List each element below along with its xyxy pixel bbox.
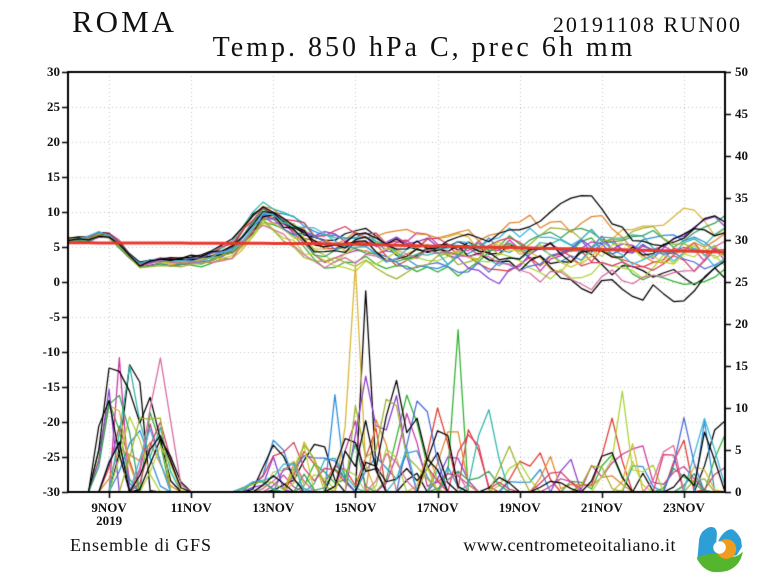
axis-tick-label: 15	[735, 358, 748, 373]
axis-tick-label: 5	[53, 239, 61, 254]
axis-tick-label: 21NOV	[580, 500, 623, 515]
centrometeoitaliano-logo-icon	[695, 525, 743, 573]
axis-tick-label: 25	[735, 274, 748, 289]
axis-tick-label: 13NOV	[252, 500, 295, 515]
axis-tick-label: 40	[735, 148, 748, 163]
axis-tick-label: 17NOV	[416, 500, 459, 515]
axis-tick-label: -15	[42, 379, 60, 394]
axis-tick-label: 35	[735, 190, 748, 205]
axis-tick-label: -20	[42, 414, 60, 429]
axis-tick-label: 2019	[96, 513, 123, 528]
axis-tick-label: 5	[735, 442, 742, 457]
axis-tick-label: -10	[42, 344, 60, 359]
axis-tick-label: 15NOV	[334, 500, 377, 515]
axis-tick-label: 20	[47, 134, 60, 149]
axis-tick-label: -5	[49, 309, 60, 324]
axis-tick-label: 10	[47, 204, 60, 219]
axis-tick-label: 15	[47, 169, 60, 184]
station-name: ROMA	[72, 4, 178, 39]
axis-tick-label: 25	[47, 99, 60, 114]
axis-tick-label: 19NOV	[498, 500, 541, 515]
run-timestamp: 20191108 RUN00	[552, 12, 742, 37]
axis-tick-label: 9NOV	[91, 500, 127, 515]
axis-tick-label: 0	[53, 274, 61, 289]
axis-tick-label: 50	[735, 64, 748, 79]
axis-tick-label: 20	[735, 316, 748, 331]
model-source-label: Ensemble di GFS	[70, 535, 213, 555]
axis-tick-label: 10	[735, 400, 748, 415]
axis-tick-label: 0	[735, 484, 742, 499]
axis-tick-label: 11NOV	[170, 500, 212, 515]
axis-tick-label: 23NOV	[662, 500, 705, 515]
axis-tick-label: 45	[735, 106, 748, 121]
axis-tick-label: -30	[42, 484, 60, 499]
website-label: www.centrometeoitaliano.it	[463, 535, 676, 555]
axis-tick-label: 30	[735, 232, 748, 247]
chart-title: Temp. 850 hPa C, prec 6h mm	[212, 32, 636, 63]
axis-tick-label: -25	[42, 449, 60, 464]
axis-tick-label: 30	[47, 64, 60, 79]
